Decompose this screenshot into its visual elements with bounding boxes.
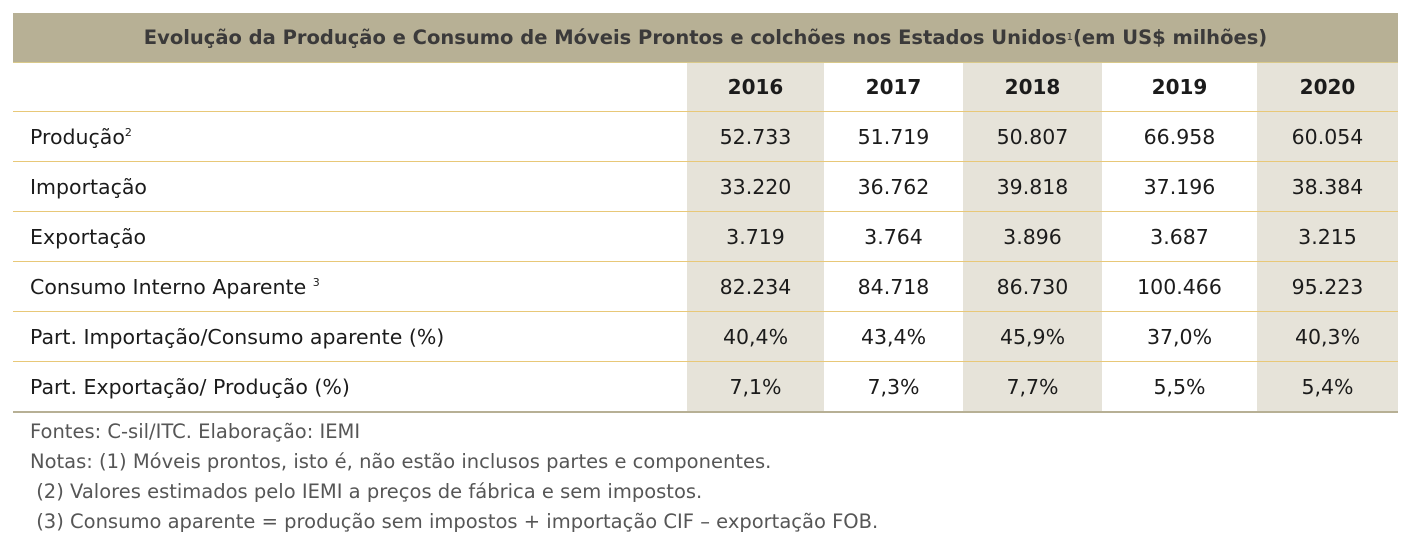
footnote-3: (3) Consumo aparente = produção sem impo… [30, 510, 879, 533]
table-cell: 86.730 [963, 261, 1102, 312]
table-cell: 52.733 [687, 111, 824, 162]
table-title: Evolução da Produção e Consumo de Móveis… [143, 26, 1067, 49]
table-cell: 40,4% [687, 311, 824, 362]
table-row: Consumo Interno Aparente 3 82.234 84.718 86… [13, 261, 1398, 312]
table-cell: 100.466 [1102, 261, 1257, 312]
table-cell: 3.764 [824, 211, 963, 262]
table-cell: 40,3% [1257, 311, 1398, 362]
table-notes: Fontes: C-sil/ITC. Elaboração: IEMI Nota… [13, 417, 1398, 537]
column-header-year: 2019 [1102, 63, 1257, 112]
table-row: Produção2 52.733 51.719 50.807 66.958 60.054 [13, 111, 1398, 162]
table-cell: 84.718 [824, 261, 963, 312]
column-header-year: 2018 [963, 63, 1102, 112]
table-cell: 3.215 [1257, 211, 1398, 262]
table-cell: 5,4% [1257, 361, 1398, 413]
column-header-year: 2016 [687, 63, 824, 112]
table-cell: 3.896 [963, 211, 1102, 262]
row-label-cell: Produção2 [13, 111, 687, 162]
table-cell: 51.719 [824, 111, 963, 162]
table-row: Part. Importação/Consumo aparente (%) 40,… [13, 311, 1398, 362]
table-cell: 50.807 [963, 111, 1102, 162]
row-label-footnote-mark: 3 [312, 275, 320, 289]
table-cell: 37,0% [1102, 311, 1257, 362]
table-row: Importação 33.220 36.762 39.818 37.196 38.384 [13, 161, 1398, 212]
footnote-1: Notas: (1) Móveis prontos, isto é, não e… [30, 450, 772, 473]
table-title-footnote-mark: 1 [1066, 32, 1074, 43]
table-cell: 36.762 [824, 161, 963, 212]
table-cell: 60.054 [1257, 111, 1398, 162]
table-cell: 43,4% [824, 311, 963, 362]
source-note: Fontes: C-sil/ITC. Elaboração: IEMI [30, 420, 361, 443]
column-header-year: 2017 [824, 63, 963, 112]
table-cell: 82.234 [687, 261, 824, 312]
row-label: Exportação [30, 224, 147, 249]
table-row: Exportação 3.719 3.764 3.896 3.687 3.215 [13, 211, 1398, 262]
table-cell: 5,5% [1102, 361, 1257, 413]
table-cell: 37.196 [1102, 161, 1257, 212]
table-cell: 66.958 [1102, 111, 1257, 162]
row-label: Part. Exportação/ Produção (%) [30, 374, 350, 399]
table-cell: 38.384 [1257, 161, 1398, 212]
table-cell: 7,1% [687, 361, 824, 413]
row-label-cell: Part. Exportação/ Produção (%) [13, 361, 687, 413]
row-label: Importação [30, 174, 147, 199]
footnote-2: (2) Valores estimados pelo IEMI a preços… [30, 480, 703, 503]
data-table: 2016 2017 2018 2019 2020 Produção2 52.733… [13, 63, 1398, 413]
table-cell: 45,9% [963, 311, 1102, 362]
row-label: Part. Importação/Consumo aparente (%) [30, 324, 445, 349]
row-label-cell: Exportação [13, 211, 687, 262]
row-label-footnote-mark: 2 [124, 125, 132, 139]
table-cell: 3.719 [687, 211, 824, 262]
data-table-container: Evolução da Produção e Consumo de Móveis… [13, 13, 1398, 537]
table-cell: 3.687 [1102, 211, 1257, 262]
row-label-cell: Consumo Interno Aparente 3 [13, 261, 687, 312]
row-label-cell: Importação [13, 161, 687, 212]
table-cell: 33.220 [687, 161, 824, 212]
table-cell: 7,3% [824, 361, 963, 413]
table-title-bar: Evolução da Produção e Consumo de Móveis… [13, 13, 1398, 63]
row-label-cell: Part. Importação/Consumo aparente (%) [13, 311, 687, 362]
table-cell: 39.818 [963, 161, 1102, 212]
table-title-unit: (em US$ milhões) [1073, 26, 1268, 49]
table-row: Part. Exportação/ Produção (%) 7,1% 7,3% 7,… [13, 361, 1398, 413]
row-label: Consumo Interno Aparente [30, 274, 313, 299]
table-cell: 95.223 [1257, 261, 1398, 312]
column-header-year: 2020 [1257, 63, 1398, 112]
table-cell: 7,7% [963, 361, 1102, 413]
header-blank-cell [13, 63, 687, 112]
row-label: Produção [30, 124, 125, 149]
table-header-row: 2016 2017 2018 2019 2020 [13, 63, 1398, 112]
